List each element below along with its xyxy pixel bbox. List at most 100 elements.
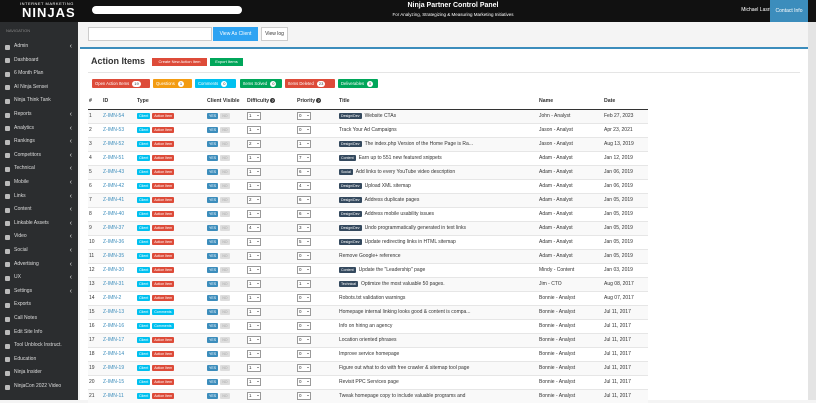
item-id[interactable]: Z-IMN-52 <box>102 136 136 151</box>
filter-button[interactable]: Items Deleted 23 <box>285 79 335 88</box>
item-title[interactable]: Homepage internal linking looks good & c… <box>339 309 471 315</box>
visible-yes[interactable]: YES <box>207 113 219 119</box>
visible-yes[interactable]: YES <box>207 183 219 189</box>
priority-select[interactable]: 0 <box>297 308 311 316</box>
view-as-client-button[interactable]: View As Client <box>213 27 258 41</box>
item-id[interactable]: Z-IMN-42 <box>102 178 136 193</box>
item-title[interactable]: Improve service homepage <box>339 351 400 357</box>
priority-select[interactable]: 6 <box>297 168 311 176</box>
contact-button[interactable]: Contact Info <box>770 0 808 22</box>
visible-yes[interactable]: YES <box>207 295 219 301</box>
visible-no[interactable]: NO <box>220 365 230 371</box>
item-id[interactable]: Z-IMN-35 <box>102 248 136 263</box>
visible-yes[interactable]: YES <box>207 197 219 203</box>
filter-button[interactable]: Deliverables 0 <box>338 79 378 88</box>
item-title[interactable]: Figure out what to do with free crawler … <box>339 365 470 371</box>
nav-item[interactable]: Linkable Assets ‹ <box>0 217 78 231</box>
priority-select[interactable]: 3 <box>297 224 311 232</box>
item-title[interactable]: Add links to every YouTube video descrip… <box>355 169 456 175</box>
help-icon[interactable]: ? <box>270 97 276 103</box>
item-id[interactable]: Z-IMN-16 <box>102 318 136 333</box>
item-id[interactable]: Z-IMN-19 <box>102 360 136 375</box>
item-title[interactable]: Address duplicate pages <box>364 197 420 203</box>
visible-no[interactable]: NO <box>220 379 230 385</box>
visible-no[interactable]: NO <box>220 127 230 133</box>
item-id[interactable]: Z-IMN-31 <box>102 276 136 291</box>
item-id[interactable]: Z-IMN-11 <box>102 388 136 403</box>
difficulty-select[interactable]: 1 <box>247 378 261 386</box>
item-id[interactable]: Z-IMN-2 <box>102 290 136 305</box>
visible-no[interactable]: NO <box>220 253 230 259</box>
nav-item[interactable]: UX ‹ <box>0 271 78 285</box>
difficulty-select[interactable]: 1 <box>247 322 261 330</box>
nav-item[interactable]: Education <box>0 353 78 367</box>
item-title[interactable]: The index.php Version of the Home Page i… <box>364 141 473 147</box>
item-title[interactable]: Info on hiring an agency <box>339 323 393 329</box>
filter-button[interactable]: Questions 1 <box>153 79 192 88</box>
difficulty-select[interactable]: 1 <box>247 238 261 246</box>
nav-item[interactable]: Technical ‹ <box>0 162 78 176</box>
visible-no[interactable]: NO <box>220 281 230 287</box>
nav-item[interactable]: NinjaCon 2022 Video <box>0 380 78 394</box>
item-title[interactable]: Optimize the most valuable 50 pages. <box>360 281 445 287</box>
visible-no[interactable]: NO <box>220 225 230 231</box>
nav-item[interactable]: Admin ‹ <box>0 40 78 54</box>
item-title[interactable]: Earn up to 551 new featured snippets <box>358 155 442 161</box>
priority-select[interactable]: 0 <box>297 322 311 330</box>
difficulty-select[interactable]: 2 <box>247 196 261 204</box>
item-title[interactable]: Track Your Ad Campaigns <box>339 127 397 133</box>
item-title[interactable]: Update the "Leadership" page <box>358 267 426 273</box>
difficulty-select[interactable]: 1 <box>247 126 261 134</box>
priority-select[interactable]: 0 <box>297 266 311 274</box>
nav-item[interactable]: Edit Site Info <box>0 326 78 340</box>
visible-yes[interactable]: YES <box>207 351 219 357</box>
help-icon[interactable]: ? <box>316 97 322 103</box>
visible-no[interactable]: NO <box>220 183 230 189</box>
visible-yes[interactable]: YES <box>207 267 219 273</box>
difficulty-select[interactable]: 1 <box>247 112 261 120</box>
nav-item[interactable]: Analytics ‹ <box>0 122 78 136</box>
difficulty-select[interactable]: 4 <box>247 224 261 232</box>
visible-no[interactable]: NO <box>220 393 230 400</box>
item-title[interactable]: Address mobile usability issues <box>364 211 435 217</box>
priority-select[interactable]: 1 <box>297 280 311 288</box>
priority-select[interactable]: 0 <box>297 294 311 302</box>
item-id[interactable]: Z-IMN-14 <box>102 346 136 361</box>
visible-no[interactable]: NO <box>220 197 230 203</box>
priority-select[interactable]: 5 <box>297 238 311 246</box>
priority-select[interactable]: 0 <box>297 392 311 401</box>
nav-item[interactable]: Dashboard <box>0 54 78 68</box>
visible-no[interactable]: NO <box>220 113 230 119</box>
filter-button[interactable]: Items Solved 0 <box>240 79 282 88</box>
scrollbar[interactable] <box>808 22 816 400</box>
visible-no[interactable]: NO <box>220 337 230 343</box>
difficulty-select[interactable]: 1 <box>247 392 261 401</box>
item-title[interactable]: Robots.txt validation warnings <box>339 295 406 301</box>
nav-item[interactable]: Ninja Insider <box>0 366 78 380</box>
visible-no[interactable]: NO <box>220 155 230 161</box>
item-id[interactable]: Z-IMN-43 <box>102 164 136 179</box>
logo[interactable]: NINJAS <box>22 5 76 20</box>
visible-yes[interactable]: YES <box>207 155 219 161</box>
priority-select[interactable]: 0 <box>297 112 311 120</box>
item-title[interactable]: Undo programmatically generated in text … <box>364 225 467 231</box>
item-title[interactable]: Remove Google+ reference <box>339 253 401 259</box>
priority-select[interactable]: 7 <box>297 154 311 162</box>
visible-yes[interactable]: YES <box>207 281 219 287</box>
site-select[interactable] <box>88 27 212 41</box>
nav-item[interactable]: AI Ninja Sensei <box>0 81 78 95</box>
nav-item[interactable]: Settings ‹ <box>0 285 78 299</box>
difficulty-select[interactable]: 1 <box>247 252 261 260</box>
item-id[interactable]: Z-IMN-51 <box>102 150 136 165</box>
difficulty-select[interactable]: 1 <box>247 364 261 372</box>
visible-yes[interactable]: YES <box>207 169 219 175</box>
priority-select[interactable]: 1 <box>297 140 311 148</box>
visible-yes[interactable]: YES <box>207 323 219 329</box>
visible-yes[interactable]: YES <box>207 127 219 133</box>
filter-button[interactable]: Open Action Items 19 <box>92 79 150 88</box>
visible-yes[interactable]: YES <box>207 141 219 147</box>
priority-select[interactable]: 0 <box>297 364 311 372</box>
difficulty-select[interactable]: 1 <box>247 350 261 358</box>
nav-item[interactable]: Social ‹ <box>0 244 78 258</box>
nav-item[interactable]: Rankings ‹ <box>0 135 78 149</box>
